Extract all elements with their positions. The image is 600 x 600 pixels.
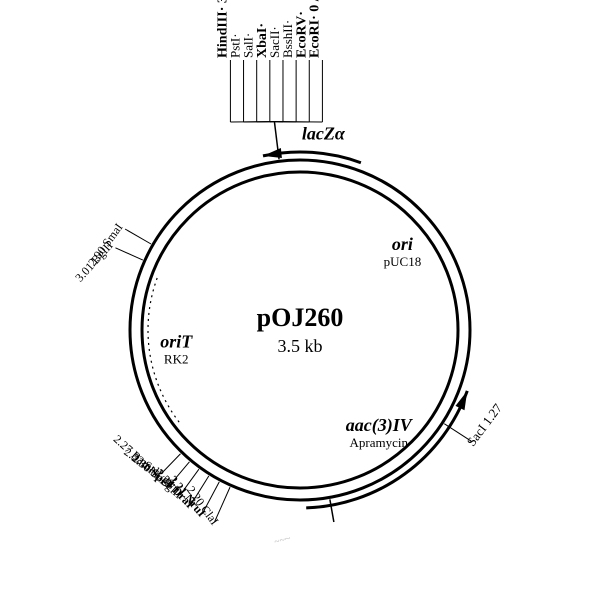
mcs-site-BsshII: BsshII· (280, 20, 295, 58)
feature-oriT: oriT (160, 331, 193, 351)
faint-note: ~~~ (273, 533, 292, 548)
feature-oriT-sub: RK2 (164, 351, 189, 366)
bottom-tick (330, 499, 334, 522)
plasmid-name: pOJ260 (257, 303, 344, 332)
right-site-sacI: SacI 1.27 (464, 400, 506, 449)
left-tick-1 (125, 229, 151, 244)
mcs-site-SalI: SalI· (241, 33, 256, 58)
mcs-site-EcoRI: EcoRI· 0 / 350 (307, 0, 322, 58)
feature-lacZ: lacZα (302, 123, 346, 143)
feature-ori-sub: pUC18 (384, 254, 422, 269)
left-tick-0 (115, 248, 142, 260)
feature-aac3iv-sub: Apramycin (350, 435, 409, 450)
left-site-SmaI: 2.90 SmaI (85, 221, 125, 269)
feature-aac3iv: aac(3)IV (346, 415, 414, 436)
feature-ori: ori (392, 234, 413, 254)
plasmid-size: 3.5 kb (278, 336, 323, 356)
